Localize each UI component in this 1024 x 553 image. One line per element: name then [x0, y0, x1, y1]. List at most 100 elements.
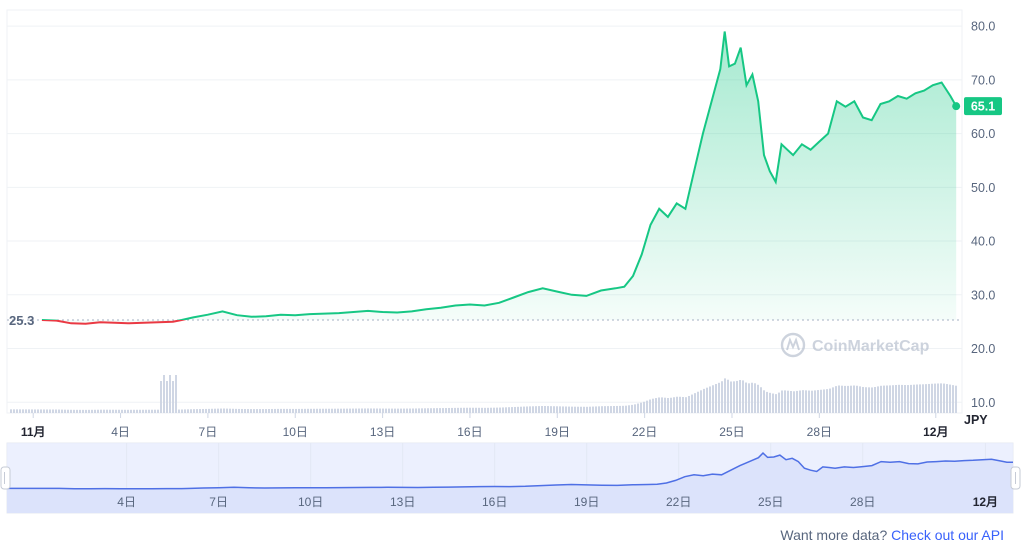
volume-bar	[493, 407, 495, 413]
volume-bar	[346, 408, 348, 413]
volume-bar	[112, 409, 114, 413]
volume-bar	[133, 409, 135, 413]
volume-bar	[499, 407, 501, 413]
volume-bar	[655, 398, 657, 413]
x-tick-label: 13日	[370, 425, 395, 439]
volume-bar	[484, 407, 486, 413]
volume-bar	[166, 381, 168, 413]
volume-bar	[475, 407, 477, 413]
volume-bar	[895, 385, 897, 413]
volume-bar	[256, 409, 258, 413]
volume-bar	[550, 406, 552, 413]
volume-bar	[202, 408, 204, 413]
y-tick-label: 40.0	[971, 235, 995, 249]
volume-bar	[514, 406, 516, 413]
navigator-tick-label: 28日	[850, 495, 875, 509]
volume-bar	[13, 409, 15, 413]
volume-bar	[328, 408, 330, 413]
volume-bar	[661, 397, 663, 413]
volume-bar	[823, 389, 825, 413]
x-tick-label: 25日	[719, 425, 744, 439]
volume-bar	[274, 408, 276, 413]
volume-bar	[76, 409, 78, 413]
volume-bar	[601, 406, 603, 413]
volume-bar	[193, 409, 195, 413]
x-tick-label: 28日	[807, 425, 832, 439]
volume-bar	[712, 385, 714, 413]
volume-bar	[262, 409, 264, 413]
volume-bar	[25, 409, 27, 413]
volume-bar	[817, 390, 819, 413]
navigator-tick-label: 19日	[574, 495, 599, 509]
volume-bar	[343, 408, 345, 413]
volume-bar	[901, 384, 903, 413]
volume-bar	[778, 392, 780, 413]
api-link[interactable]: Check out our API	[891, 527, 1004, 543]
y-axis: 80.0 70.0 60.0 50.0 40.0 30.0 20.0 10.0	[971, 20, 995, 410]
volume-bar	[835, 386, 837, 413]
footer: Want more data? Check out our API	[780, 527, 1004, 543]
volume-bar	[325, 408, 327, 413]
volume-bar	[454, 407, 456, 413]
volume-bar	[595, 406, 597, 413]
volume-bar	[937, 383, 939, 413]
volume-bar	[22, 409, 24, 413]
navigator-tick-label: 13日	[390, 495, 415, 509]
volume-bar	[385, 408, 387, 413]
volume-bar	[340, 408, 342, 413]
volume-bar	[409, 408, 411, 413]
volume-bar	[664, 397, 666, 413]
volume-bar	[487, 407, 489, 413]
volume-bar	[547, 406, 549, 413]
volume-bar	[793, 391, 795, 413]
volume-bar	[70, 409, 72, 413]
volume-bar	[643, 401, 645, 413]
volume-bar	[556, 406, 558, 413]
navigator-left-handle[interactable]	[0, 466, 11, 490]
volume-bar	[952, 385, 954, 413]
volume-bar	[181, 409, 183, 413]
volume-bar	[583, 406, 585, 413]
volume-bar	[619, 405, 621, 413]
volume-bar	[139, 409, 141, 413]
volume-bar	[61, 409, 63, 413]
coinmarketcap-logo-icon	[780, 332, 806, 358]
volume-bar	[769, 392, 771, 413]
volume-bar	[154, 409, 156, 413]
volume-bar	[649, 399, 651, 413]
volume-bars	[10, 375, 957, 413]
volume-bar	[358, 408, 360, 413]
volume-bar	[178, 409, 180, 413]
volume-bar	[670, 397, 672, 413]
volume-bar	[709, 386, 711, 413]
volume-bar	[598, 406, 600, 413]
volume-bar	[211, 408, 213, 413]
volume-bar	[220, 408, 222, 413]
volume-bar	[838, 385, 840, 413]
volume-bar	[394, 408, 396, 413]
volume-bar	[616, 405, 618, 413]
volume-bar	[565, 406, 567, 413]
volume-bar	[367, 408, 369, 413]
volume-bar	[64, 409, 66, 413]
volume-bar	[265, 409, 267, 413]
volume-bar	[727, 379, 729, 413]
navigator-tick-label: 12月	[973, 495, 998, 509]
volume-bar	[496, 407, 498, 413]
volume-bar	[907, 385, 909, 413]
volume-bar	[370, 408, 372, 413]
volume-bar	[268, 409, 270, 413]
volume-bar	[586, 406, 588, 413]
volume-bar	[766, 391, 768, 413]
volume-bar	[811, 390, 813, 413]
volume-bar	[676, 396, 678, 413]
volume-bar	[352, 408, 354, 413]
volume-bar	[814, 390, 816, 413]
navigator-tick-label: 16日	[482, 495, 507, 509]
volume-bar	[355, 408, 357, 413]
volume-bar	[568, 406, 570, 413]
volume-bar	[55, 409, 57, 413]
navigator-right-handle[interactable]	[1010, 466, 1021, 490]
x-tick-label: 19日	[545, 425, 570, 439]
volume-bar	[310, 408, 312, 413]
